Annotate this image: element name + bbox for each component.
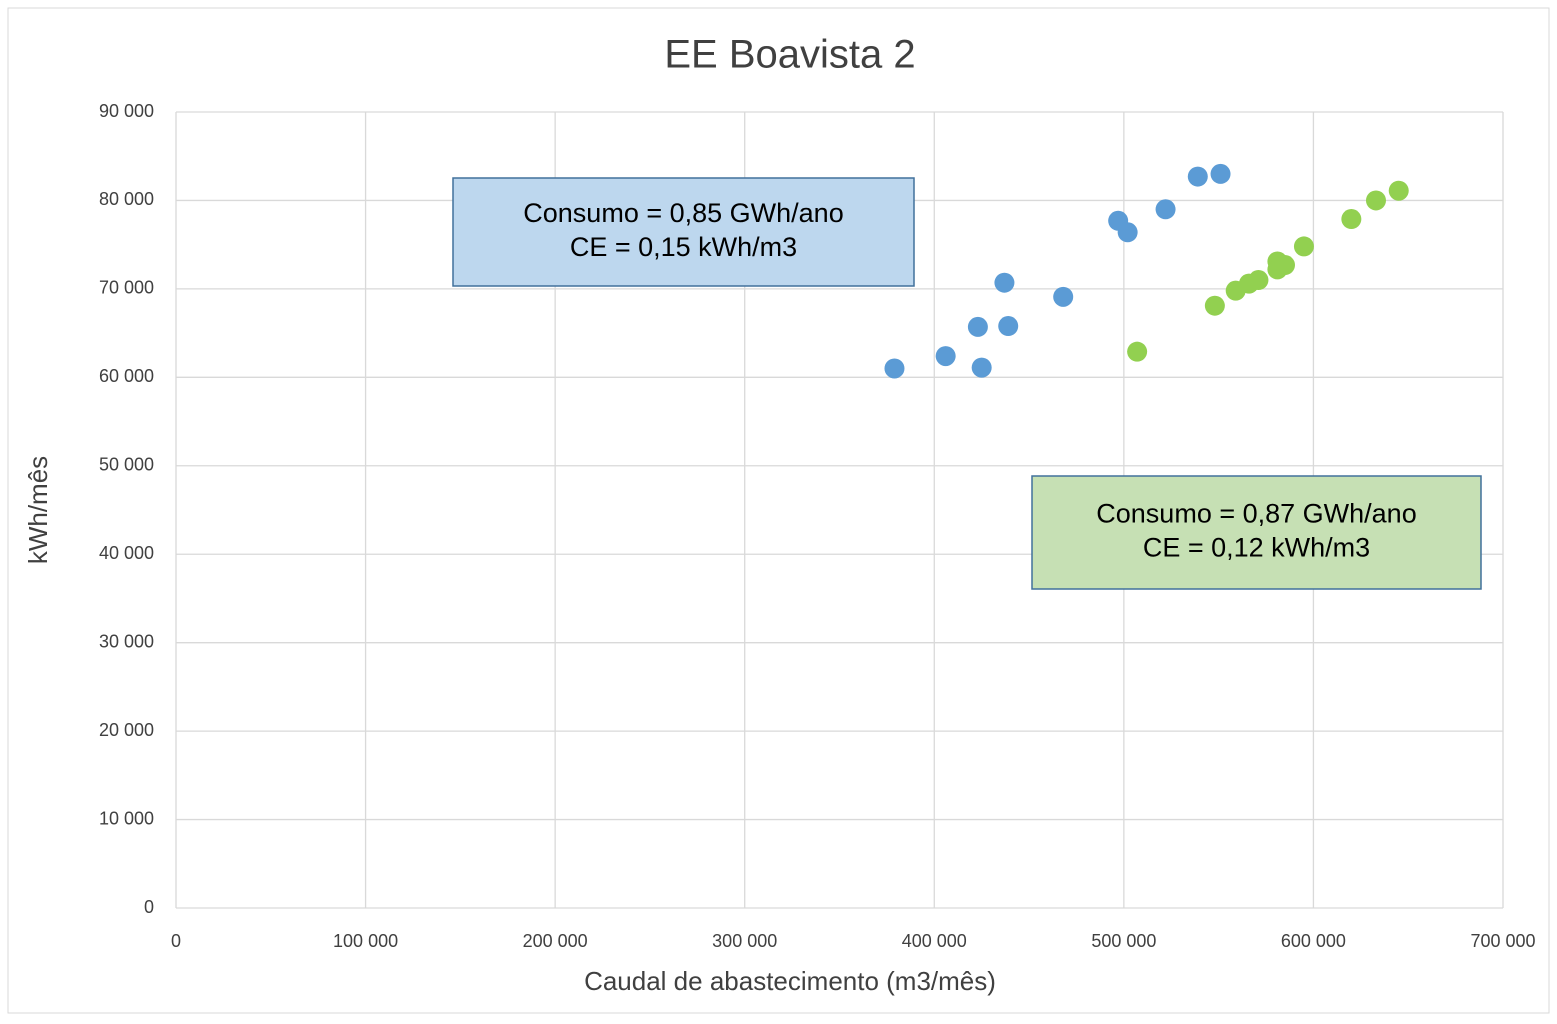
x-tick-label: 200 000 [523,931,588,951]
point [971,357,992,378]
point [1365,190,1386,211]
point [998,316,1019,337]
y-tick-label: 0 [144,897,154,917]
y-tick-label: 50 000 [99,455,154,475]
y-tick-label: 20 000 [99,720,154,740]
x-tick-label: 400 000 [902,931,967,951]
point [884,358,905,379]
y-tick-label: 10 000 [99,808,154,828]
annotation-text: Consumo = 0,85 GWh/ano [523,198,843,228]
point [1204,295,1225,316]
x-tick-label: 700 000 [1470,931,1535,951]
point [1274,255,1295,276]
x-tick-label: 600 000 [1281,931,1346,951]
x-tick-label: 100 000 [333,931,398,951]
y-tick-label: 90 000 [99,101,154,121]
y-tick-label: 60 000 [99,366,154,386]
point [1293,236,1314,257]
annotation-text: CE = 0,15 kWh/m3 [570,232,797,262]
x-axis-title: Caudal de abastecimento (m3/mês) [584,966,996,996]
point [994,272,1015,293]
point [1155,199,1176,220]
point [967,316,988,337]
point [1117,222,1138,243]
y-tick-label: 70 000 [99,278,154,298]
x-tick-label: 0 [171,931,181,951]
y-tick-label: 30 000 [99,631,154,651]
y-axis-title: kWh/mês [23,456,53,564]
y-tick-label: 80 000 [99,189,154,209]
point [1341,209,1362,230]
chart-title: EE Boavista 2 [664,33,915,77]
x-tick-label: 500 000 [1091,931,1156,951]
annotation-text: Consumo = 0,87 GWh/ano [1096,499,1416,529]
annotation-box [1031,475,1482,590]
annotation-box [452,177,915,287]
point [1187,166,1208,187]
point [1210,163,1231,184]
point [935,346,956,367]
x-tick-label: 300 000 [712,931,777,951]
point [1388,180,1409,201]
annotation-text: CE = 0,12 kWh/m3 [1143,533,1370,563]
point [1127,341,1148,362]
point [1248,270,1269,291]
y-tick-label: 40 000 [99,543,154,563]
point [1053,286,1074,307]
